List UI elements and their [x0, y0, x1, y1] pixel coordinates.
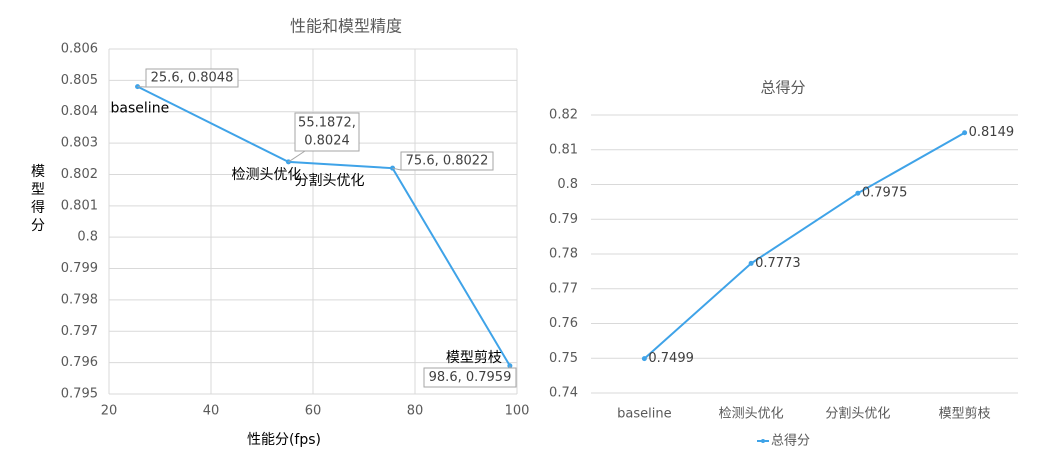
point-name: 检测头优化: [231, 167, 301, 183]
x-tick-label: baseline: [617, 407, 671, 422]
y-tick-label: 0.82: [549, 108, 578, 123]
x-tick-label: 80: [407, 404, 424, 419]
y-tick-label: 0.795: [61, 387, 98, 402]
data-label: 0.7975: [862, 186, 908, 201]
y-tick-label: 0.796: [61, 355, 98, 370]
data-label: 0.7499: [648, 351, 694, 366]
data-point: [749, 261, 754, 266]
y-axis-label-char: 型: [31, 182, 45, 198]
y-tick-label: 0.804: [61, 104, 98, 119]
y-tick-label: 0.802: [61, 167, 98, 182]
x-tick-label: 检测头优化: [719, 407, 784, 422]
x-tick-label: 60: [305, 404, 322, 419]
data-label-leader: [288, 151, 305, 162]
y-tick-label: 0.806: [61, 42, 98, 57]
data-label: 0.7773: [755, 256, 801, 271]
data-label: 75.6, 0.8022: [406, 154, 489, 169]
y-tick-label: 0.76: [549, 316, 578, 331]
x-tick-label: 分割头优化: [825, 406, 890, 422]
y-tick-label: 0.78: [549, 247, 578, 262]
y-tick-label: 0.8: [77, 230, 98, 245]
chart-title: 性能和模型精度: [290, 17, 402, 36]
y-tick-label: 0.799: [61, 261, 98, 276]
x-tick-label: 模型剪枝: [939, 406, 991, 422]
y-tick-label: 0.803: [61, 136, 98, 151]
y-axis-label-char: 分: [31, 218, 45, 234]
y-tick-label: 0.798: [61, 292, 98, 307]
data-label: 25.6, 0.8048: [151, 71, 234, 86]
point-name: 分割头优化: [295, 172, 365, 189]
point-name: baseline: [111, 101, 170, 117]
x-axis-label: 性能分(fps): [247, 432, 321, 448]
x-tick-label: 20: [101, 404, 118, 419]
y-axis-label-char: 模: [31, 164, 45, 180]
data-label: 0.8024: [304, 134, 350, 149]
chart-title: 总得分: [760, 79, 805, 97]
y-tick-label: 0.801: [61, 198, 98, 213]
legend-marker: [761, 439, 765, 443]
x-tick-label: 100: [505, 404, 530, 419]
y-tick-label: 0.77: [549, 281, 578, 296]
x-tick-label: 40: [203, 404, 220, 419]
y-tick-label: 0.805: [61, 73, 98, 88]
legend-label: 总得分: [771, 433, 810, 449]
point-name: 模型剪枝: [446, 350, 502, 366]
series-line: [644, 133, 964, 359]
y-tick-label: 0.81: [549, 142, 578, 157]
y-tick-label: 0.79: [549, 212, 578, 227]
y-tick-label: 0.8: [557, 177, 578, 192]
y-tick-label: 0.75: [549, 351, 578, 366]
data-point: [642, 356, 647, 361]
data-point: [855, 191, 860, 196]
y-axis-label-char: 得: [31, 199, 45, 216]
data-label: 55.1872,: [298, 116, 356, 131]
data-label: 98.6, 0.7959: [429, 370, 512, 385]
data-point: [962, 130, 967, 135]
y-tick-label: 0.74: [549, 386, 578, 401]
y-tick-label: 0.797: [61, 324, 98, 339]
data-label: 0.8149: [969, 125, 1015, 140]
